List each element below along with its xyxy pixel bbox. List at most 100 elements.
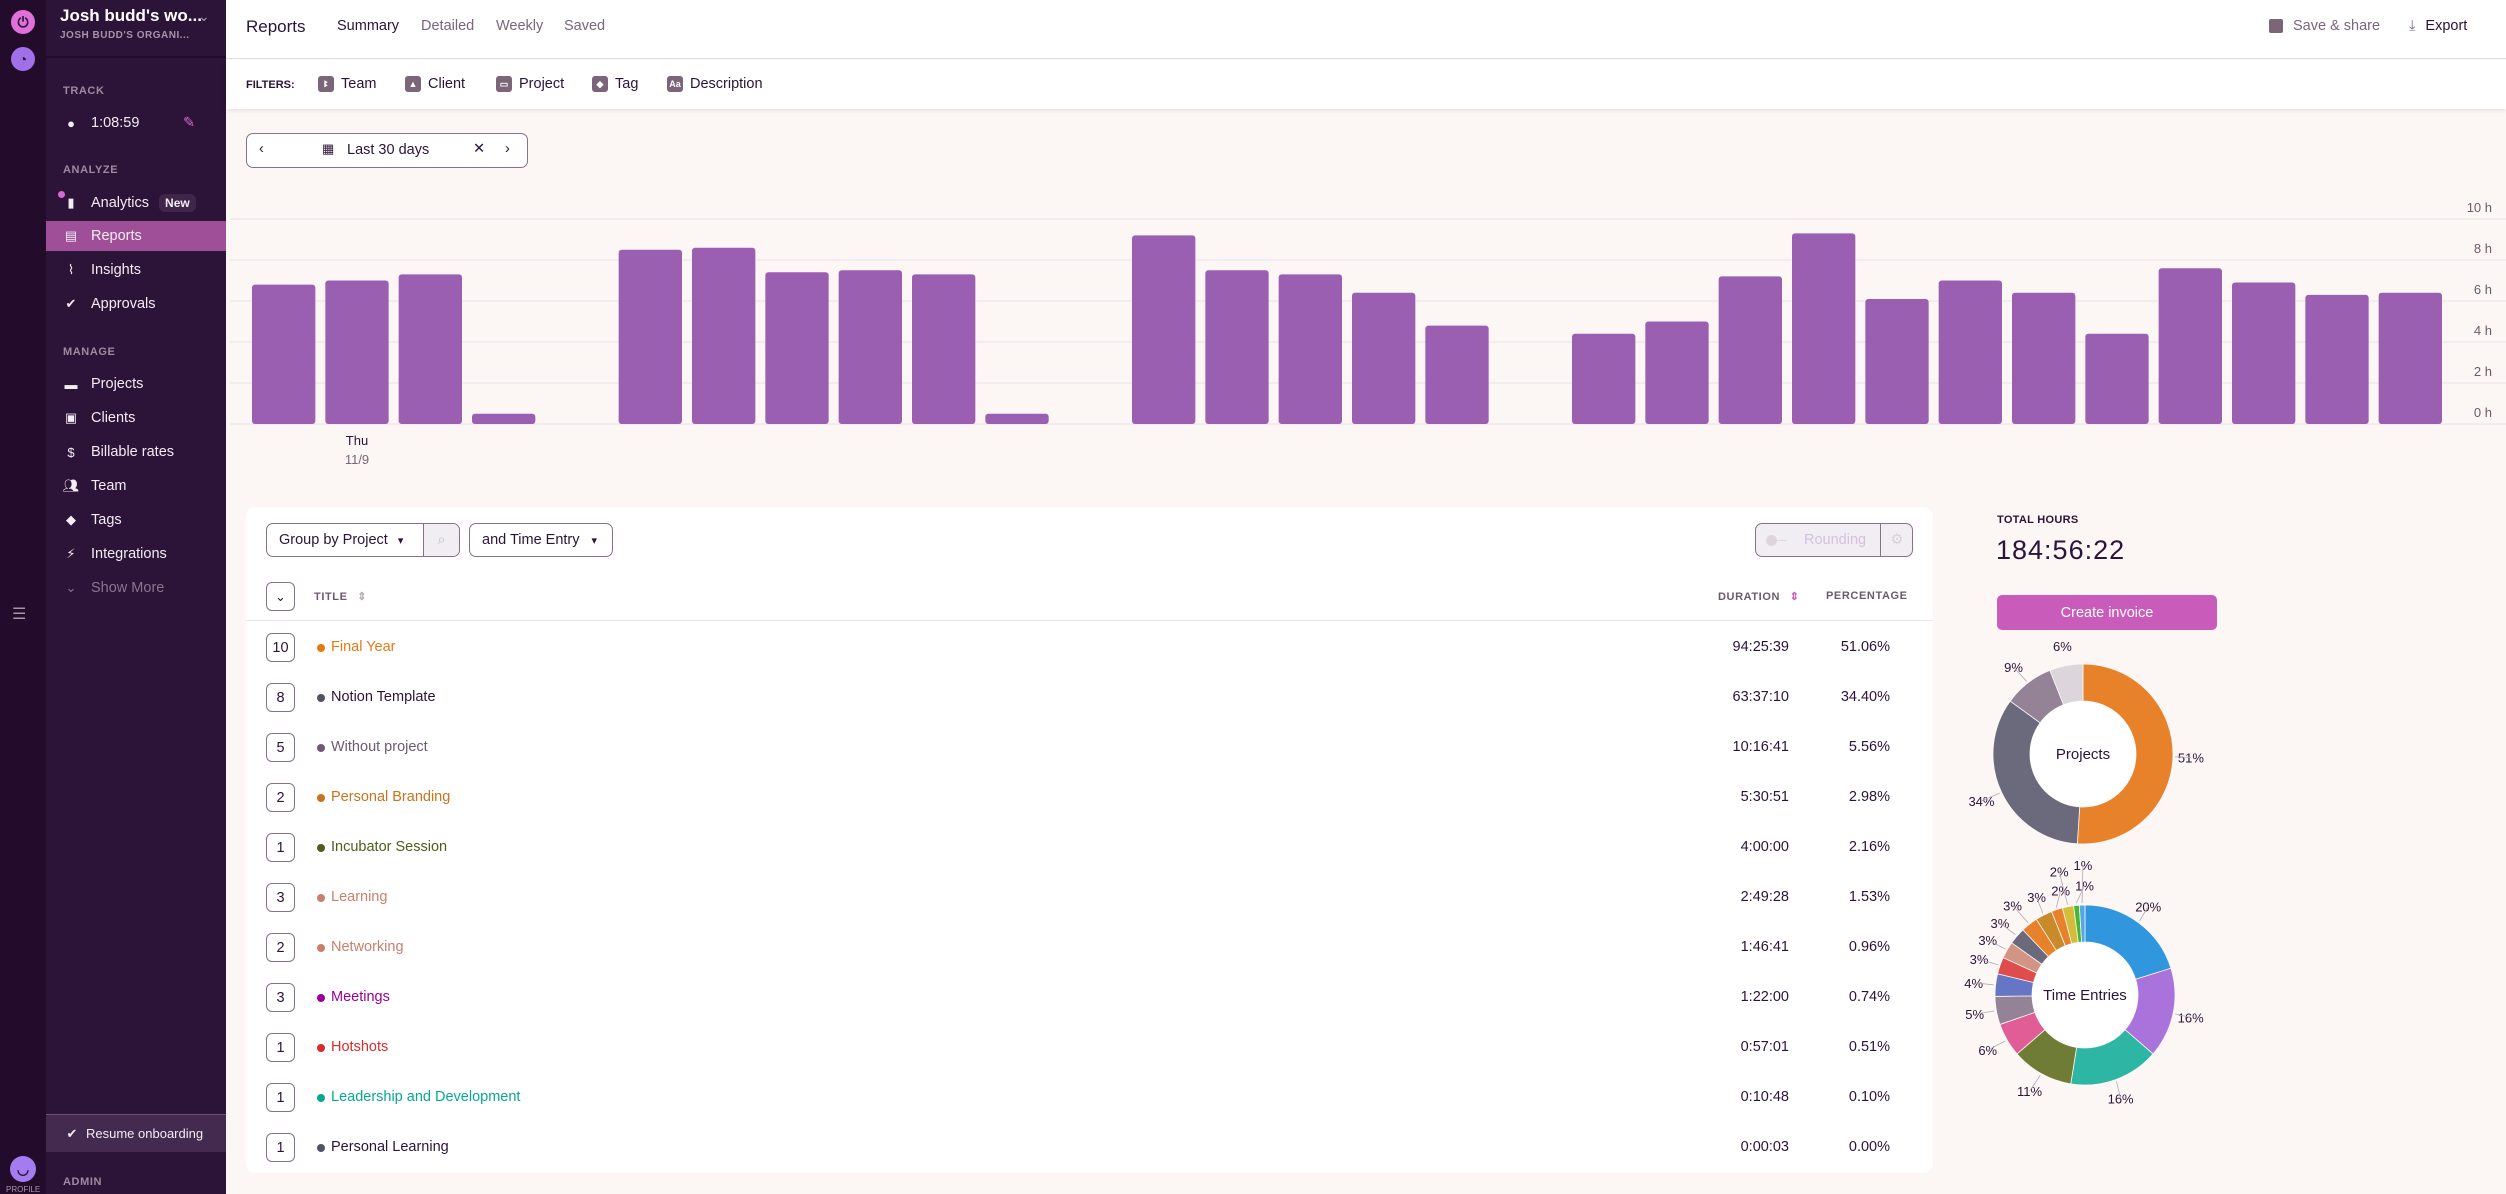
filter-project[interactable]: ▭ Project (496, 76, 564, 92)
entry-count-toggle[interactable]: 3 (266, 983, 295, 1012)
sidebar-item-analytics[interactable]: ▮ Analytics New (46, 188, 226, 218)
entry-count-toggle[interactable]: 2 (266, 783, 295, 812)
day-bar[interactable] (325, 280, 389, 425)
entry-count-toggle[interactable]: 3 (266, 883, 295, 912)
sidebar-item-clients[interactable]: ▣ Clients (46, 403, 226, 433)
day-bar[interactable] (838, 270, 902, 424)
filter-description[interactable]: Aa Description (667, 76, 763, 92)
day-bar[interactable] (2012, 292, 2076, 424)
project-color-dot (317, 844, 325, 852)
entry-count-toggle[interactable]: 8 (266, 683, 295, 712)
search-icon[interactable]: ⌕ (423, 524, 459, 556)
create-invoice-button[interactable]: Create invoice (1997, 595, 2217, 630)
tab-detailed[interactable]: Detailed (421, 18, 475, 34)
day-bar[interactable] (1278, 274, 1342, 424)
sidebar-item-approvals[interactable]: ✔ Approvals (46, 289, 226, 319)
sub-group-select[interactable]: and Time Entry ▾ (469, 523, 613, 557)
gear-icon[interactable]: ⚙ (1880, 524, 1913, 556)
day-bar[interactable] (398, 274, 462, 424)
day-bar[interactable] (618, 249, 682, 424)
sidebar-item-integrations[interactable]: ⚡︎ Integrations (46, 539, 226, 569)
tab-saved[interactable]: Saved (564, 18, 606, 34)
day-bar[interactable] (1792, 233, 1856, 424)
sidebar-item-label: Tags (91, 512, 122, 528)
table-row[interactable]: 10 Final Year 94:25:39 51.06% (246, 623, 1933, 673)
entry-count-toggle[interactable]: 2 (266, 933, 295, 962)
save-share-button[interactable]: Save & share (2269, 18, 2380, 34)
sidebar-item-insights[interactable]: ⌇ Insights (46, 255, 226, 285)
entry-count-toggle[interactable]: 1 (266, 1083, 295, 1112)
day-bar[interactable] (1938, 280, 2002, 425)
table-row[interactable]: 5 Without project 10:16:41 5.56% (246, 723, 1933, 773)
day-bar[interactable] (2232, 282, 2296, 424)
filter-client[interactable]: ▲ Client (405, 76, 465, 92)
day-bar[interactable] (1132, 235, 1196, 424)
filter-tag[interactable]: ◆ Tag (592, 76, 638, 92)
day-bar[interactable] (912, 274, 976, 424)
profile-avatar[interactable]: ◡ (10, 1156, 36, 1182)
table-row[interactable]: 1 Leadership and Development 0:10:48 0.1… (246, 1073, 1933, 1123)
group-by-select[interactable]: Group by Project ▾ ⌕ (266, 523, 460, 557)
day-bar[interactable] (472, 413, 536, 424)
day-bar[interactable] (2305, 294, 2369, 424)
planner-icon[interactable]: ◔ (11, 47, 35, 71)
project-color-dot (317, 994, 325, 1002)
day-bar[interactable] (1865, 298, 1929, 424)
project-title: Personal Branding (331, 789, 451, 805)
table-row[interactable]: 8 Notion Template 63:37:10 34.40% (246, 673, 1933, 723)
column-duration[interactable]: DURATION ⇕ (1718, 590, 1800, 603)
day-bar[interactable] (2158, 268, 2222, 424)
day-bar[interactable] (252, 284, 316, 424)
day-bar[interactable] (1425, 325, 1489, 424)
sidebar-item-team[interactable]: 👥︎ Team (46, 471, 226, 501)
expand-all-button[interactable]: ⌄ (266, 582, 295, 611)
day-bar[interactable] (985, 413, 1049, 424)
sidebar-item-billable-rates[interactable]: $ Billable rates (46, 437, 226, 467)
day-bar[interactable] (1718, 276, 1782, 424)
sidebar-item-reports[interactable]: ▤ Reports (46, 221, 226, 251)
table-row[interactable]: 1 Incubator Session 4:00:00 2.16% (246, 823, 1933, 873)
day-bar[interactable] (1205, 270, 1269, 424)
table-row[interactable]: 3 Learning 2:49:28 1.53% (246, 873, 1933, 923)
column-title[interactable]: TITLE ⇕ (314, 590, 367, 603)
day-bar[interactable] (2378, 292, 2442, 424)
day-bar[interactable] (765, 272, 829, 424)
table-row[interactable]: 3 Meetings 1:22:00 0.74% (246, 973, 1933, 1023)
project-color-dot (317, 1044, 325, 1052)
filter-label: Team (341, 76, 377, 92)
day-bar[interactable] (2085, 333, 2149, 424)
export-button[interactable]: ⤓ Export (2409, 18, 2467, 34)
project-title: Leadership and Development (331, 1089, 521, 1105)
next-period-button[interactable]: › (505, 141, 510, 157)
sidebar-item-projects[interactable]: ▬ Projects (46, 369, 226, 399)
day-bar[interactable] (692, 247, 756, 424)
tab-summary[interactable]: Summary (337, 18, 400, 34)
filter-team[interactable]: ꔪ Team (318, 76, 376, 92)
resume-onboarding-button[interactable]: ✔ Resume onboarding (46, 1114, 226, 1152)
day-bar[interactable] (1645, 321, 1709, 425)
day-bar[interactable] (1572, 333, 1636, 424)
table-row[interactable]: 1 Hotshots 0:57:01 0.51% (246, 1023, 1933, 1073)
entry-count-toggle[interactable]: 1 (266, 1033, 295, 1062)
sidebar-item-label: Analytics (91, 195, 150, 211)
timer-power-icon[interactable]: ⏻ (11, 10, 35, 34)
running-timer[interactable]: ● 1:08:59 ✎ (46, 108, 226, 138)
rounding-toggle[interactable]: Rounding ⚙ (1755, 523, 1913, 557)
x-tick-date: 11/9 (345, 452, 369, 467)
clear-date-icon[interactable]: ✕ (473, 141, 486, 157)
edit-pencil-icon[interactable]: ✎ (183, 115, 196, 131)
entry-count-toggle[interactable]: 1 (266, 833, 295, 862)
sidebar-item-tags[interactable]: ◆ Tags (46, 505, 226, 535)
table-row[interactable]: 2 Networking 1:46:41 0.96% (246, 923, 1933, 973)
tab-weekly[interactable]: Weekly (496, 18, 544, 34)
collapse-sidebar-icon[interactable]: ☰ (12, 606, 27, 623)
table-row[interactable]: 1 Personal Learning 0:00:03 0.00% (246, 1123, 1933, 1173)
entry-count-toggle[interactable]: 1 (266, 1133, 295, 1162)
date-range-value[interactable]: Last 30 days (347, 142, 430, 158)
day-bar[interactable] (1352, 292, 1416, 424)
previous-period-button[interactable]: ‹ (259, 141, 264, 157)
entry-count-toggle[interactable]: 5 (266, 733, 295, 762)
sidebar-show-more[interactable]: ⌄ Show More (46, 573, 226, 603)
entry-count-toggle[interactable]: 10 (266, 633, 295, 662)
table-row[interactable]: 2 Personal Branding 5:30:51 2.98% (246, 773, 1933, 823)
